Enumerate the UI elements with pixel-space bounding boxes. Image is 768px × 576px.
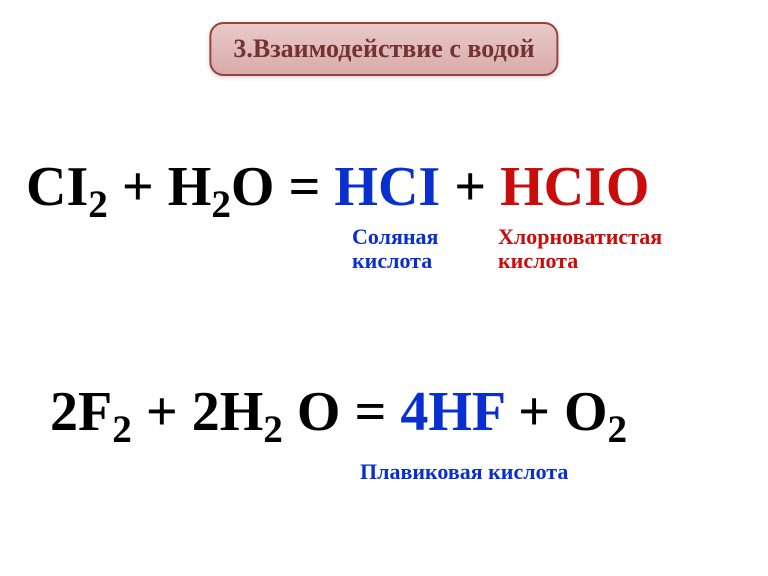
eq2-reagent2-sub: 2	[263, 408, 283, 451]
eq1-reagent2-sub: 2	[211, 183, 231, 226]
label-hclo: Хлорноватистая кислота	[498, 225, 662, 273]
eq2-reagent2-tail: O	[297, 381, 341, 443]
eq2-product1: 4HF	[400, 381, 504, 443]
equation-fluorine-water: 2F2 + 2H2 O = 4HF + O2	[50, 380, 627, 452]
section-header: 3.Взаимодействие с водой	[209, 22, 558, 76]
label-hclo-line2: кислота	[498, 248, 578, 273]
eq1-reagent1: CI	[26, 156, 88, 218]
eq2-reagent2-space	[283, 381, 297, 443]
eq1-plus2: +	[440, 156, 500, 218]
label-hcl: Соляная кислота	[352, 225, 438, 273]
eq2-reagent2: 2H	[192, 381, 264, 443]
eq2-product2: O	[564, 381, 608, 443]
eq2-plus2: +	[504, 381, 564, 443]
eq2-product2-sub: 2	[608, 408, 628, 451]
eq1-equals: =	[274, 156, 334, 218]
label-hf-text: Плавиковая кислота	[360, 459, 568, 484]
eq1-reagent2: H	[168, 156, 212, 218]
eq1-reagent2-tail: O	[231, 156, 275, 218]
eq1-product2: HCIO	[500, 156, 649, 218]
eq2-reagent1: 2F	[50, 381, 112, 443]
eq2-plus1: +	[132, 381, 192, 443]
label-hclo-line1: Хлорноватистая	[498, 224, 662, 249]
label-hcl-line2: кислота	[352, 248, 432, 273]
equation-chlorine-water: CI2 + H2O = HCI + HCIO	[26, 155, 649, 227]
section-header-text: 3.Взаимодействие с водой	[233, 34, 534, 63]
eq1-plus1: +	[108, 156, 168, 218]
eq2-equals: =	[340, 381, 400, 443]
eq2-reagent1-sub: 2	[112, 408, 132, 451]
eq1-product1: HCI	[334, 156, 440, 218]
label-hcl-line1: Соляная	[352, 224, 438, 249]
label-hf: Плавиковая кислота	[360, 460, 568, 484]
eq1-reagent1-sub: 2	[88, 183, 108, 226]
